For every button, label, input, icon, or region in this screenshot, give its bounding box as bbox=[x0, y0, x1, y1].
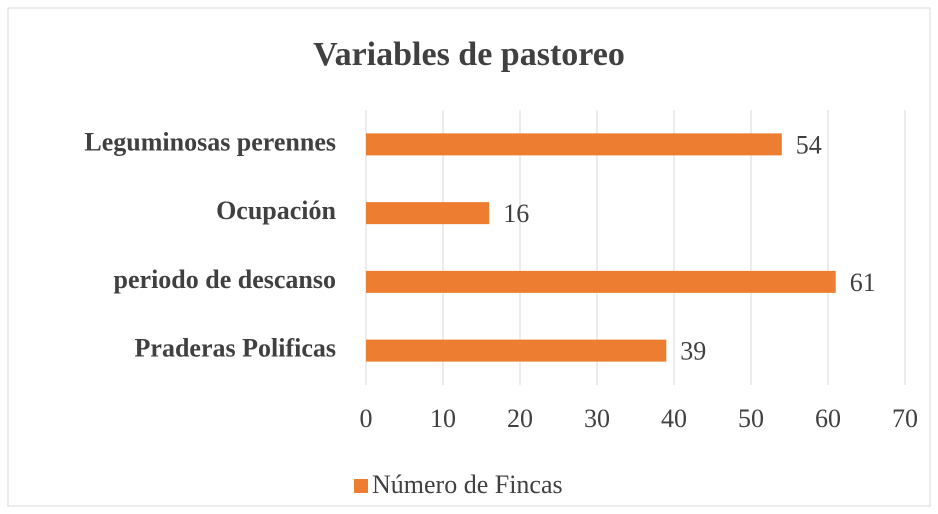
chart-border bbox=[7, 7, 931, 507]
y-tick-label: periodo de descanso bbox=[114, 265, 336, 294]
data-label: 16 bbox=[503, 199, 529, 228]
y-tick-label: Leguminosas perennes bbox=[84, 127, 336, 156]
bar bbox=[366, 270, 836, 293]
x-tick-label: 50 bbox=[738, 404, 764, 433]
data-label: 61 bbox=[850, 268, 876, 297]
data-label: 54 bbox=[796, 130, 822, 159]
data-label: 39 bbox=[680, 337, 706, 366]
legend-swatch bbox=[354, 479, 368, 493]
x-tick-label: 10 bbox=[430, 404, 456, 433]
x-tick-label: 40 bbox=[661, 404, 687, 433]
x-tick-label: 70 bbox=[892, 404, 918, 433]
bar bbox=[366, 133, 782, 156]
x-tick-label: 30 bbox=[584, 404, 610, 433]
x-tick-label: 0 bbox=[360, 404, 373, 433]
y-tick-label: Ocupación bbox=[216, 196, 336, 225]
bar bbox=[366, 202, 490, 225]
y-tick-label: Praderas Polificas bbox=[135, 334, 336, 363]
x-tick-label: 20 bbox=[507, 404, 533, 433]
legend-label: Número de Fincas bbox=[372, 470, 563, 499]
bar bbox=[366, 339, 667, 362]
x-tick-label: 60 bbox=[815, 404, 841, 433]
chart-title: Variables de pastoreo bbox=[313, 36, 625, 73]
